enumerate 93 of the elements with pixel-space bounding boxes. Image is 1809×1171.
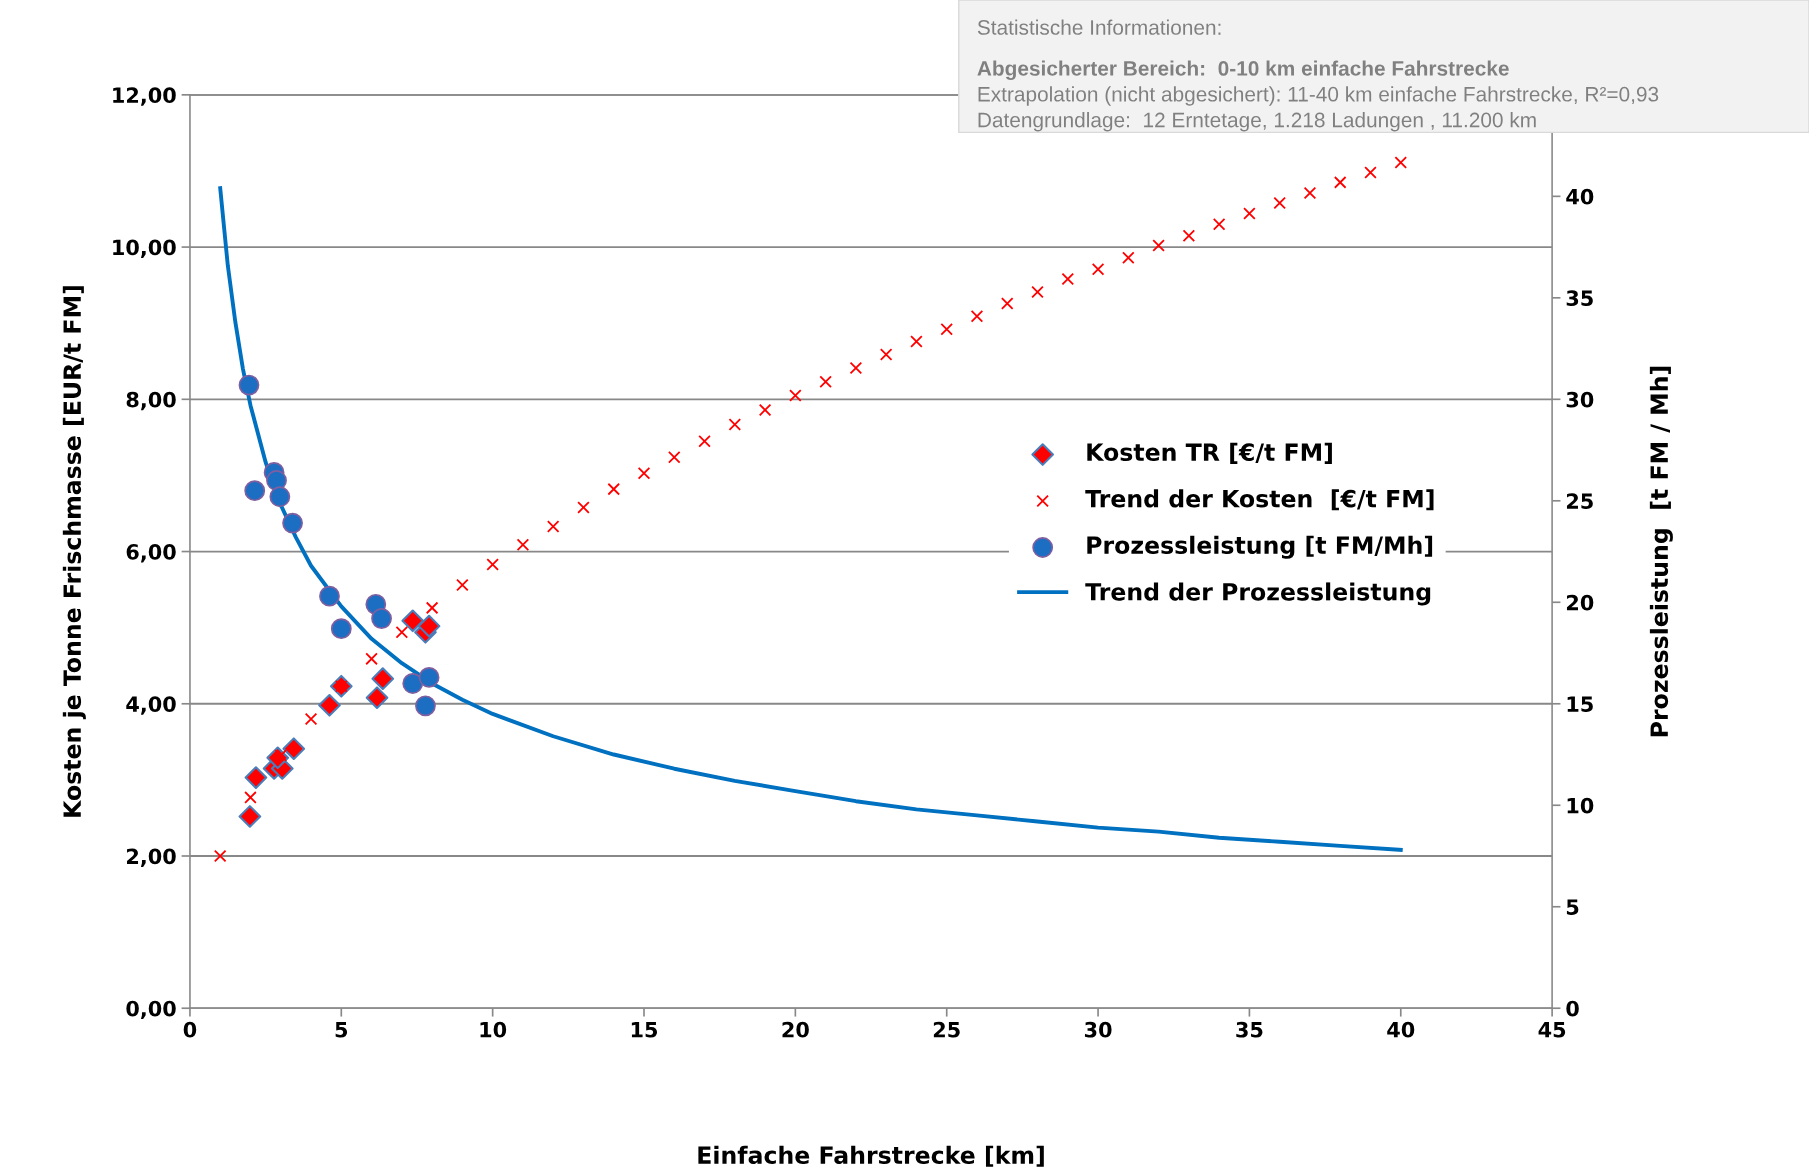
y-tick-label: 2,00 <box>127 848 176 867</box>
point <box>415 695 436 717</box>
point <box>371 667 395 690</box>
y2-axis-title: Prozessleistung [t FM / Mh] <box>1649 366 1673 737</box>
point <box>365 652 378 666</box>
x-axis-title: Einfache Fahrstrecke [km] <box>698 1145 1044 1167</box>
point <box>728 418 742 431</box>
point <box>849 361 863 375</box>
x-tick-label: 40 <box>1387 1021 1415 1038</box>
y-tick-label: 0,00 <box>126 1000 176 1020</box>
legend-label: Kosten TR [€/t FM] <box>1087 442 1332 464</box>
y2-tick-label: 0 <box>1566 1000 1579 1017</box>
x-tick-label: 20 <box>782 1021 809 1038</box>
point <box>758 403 772 417</box>
point <box>456 578 469 592</box>
y2-tick-label: 10 <box>1567 797 1594 814</box>
point <box>418 666 440 688</box>
point <box>304 712 318 726</box>
x-tick-label: 45 <box>1538 1022 1566 1038</box>
point <box>1394 156 1408 169</box>
point <box>244 766 268 789</box>
point <box>607 482 621 496</box>
x-tick-label: 15 <box>631 1022 658 1038</box>
legend-label: Trend der Prozessleistung <box>1085 582 1431 606</box>
point <box>1333 176 1347 189</box>
y2-tick-label: 5 <box>1566 899 1579 915</box>
point <box>516 538 530 551</box>
y2-tick-label: 35 <box>1566 290 1593 307</box>
y-axis-title: Kosten je Tonne Frischmasse [EUR/t FM] <box>62 286 86 817</box>
point <box>282 512 303 534</box>
annotation: Extrapolation (nicht abgesichert): 11-40 km einfache Fahrstrecke, R²=0,93 <box>978 86 1659 106</box>
point <box>1000 297 1014 310</box>
y2-tick-label: 40 <box>1566 188 1594 205</box>
x-tick-label: 10 <box>480 1021 507 1038</box>
point <box>1303 186 1317 200</box>
point <box>318 693 341 717</box>
point <box>417 614 441 638</box>
legend-label: Prozessleistung [t FM/Mh] <box>1087 535 1433 559</box>
point <box>395 625 409 639</box>
point <box>637 466 651 480</box>
y2-tick-label: 15 <box>1567 696 1593 712</box>
point <box>1152 239 1165 252</box>
point <box>244 480 266 502</box>
point <box>238 805 262 828</box>
point <box>330 618 352 640</box>
x-tick-label: 35 <box>1236 1021 1263 1038</box>
y-tick-label: 6,00 <box>126 543 176 563</box>
text: Abgesicherter Bereich: 0-10 km einfache Fahrstrecke <box>977 60 1509 81</box>
point <box>371 608 392 629</box>
point <box>698 434 711 448</box>
point <box>1031 285 1044 299</box>
point <box>401 609 425 633</box>
point <box>667 450 681 464</box>
y2-tick-label: 30 <box>1566 391 1594 408</box>
point <box>269 486 291 508</box>
point <box>789 389 802 402</box>
point <box>970 310 984 323</box>
point <box>319 585 340 607</box>
point <box>365 686 389 710</box>
point <box>1182 229 1196 242</box>
point <box>402 673 424 694</box>
point <box>1243 207 1256 220</box>
point <box>213 849 227 863</box>
point <box>1122 251 1135 265</box>
point <box>1091 262 1105 276</box>
x-tick-label: 30 <box>1084 1021 1112 1038</box>
y2-tick-label: 20 <box>1566 594 1594 611</box>
y-tick-label: 4,00 <box>126 696 176 715</box>
point <box>238 374 260 396</box>
point <box>1364 166 1377 179</box>
point <box>244 791 257 804</box>
point <box>940 323 953 336</box>
point <box>910 335 923 348</box>
point <box>819 375 832 389</box>
text: Statistische Informationen: <box>977 19 1221 35</box>
y2-tick-label: 25 <box>1566 493 1593 510</box>
point <box>486 558 499 571</box>
point <box>1273 196 1286 210</box>
point <box>879 348 893 361</box>
x-tick-label: 0 <box>183 1021 197 1038</box>
y-tick-label: 12,00 <box>113 87 176 106</box>
annotation: Datengrundlage: 12 Erntetage, 1.218 Ladungen , 11.200 km <box>978 112 1536 132</box>
legend-label: Trend der Kosten [€/t FM] <box>1085 489 1434 511</box>
y-tick-label: 10,00 <box>113 239 176 258</box>
y-tick-label: 8,00 <box>126 391 176 411</box>
x-tick-label: 5 <box>335 1022 348 1038</box>
point <box>546 520 560 533</box>
point <box>577 501 590 514</box>
point <box>1212 217 1226 231</box>
point <box>282 737 306 761</box>
point <box>425 601 439 615</box>
point <box>1061 272 1075 286</box>
x-tick-label: 25 <box>933 1021 960 1038</box>
